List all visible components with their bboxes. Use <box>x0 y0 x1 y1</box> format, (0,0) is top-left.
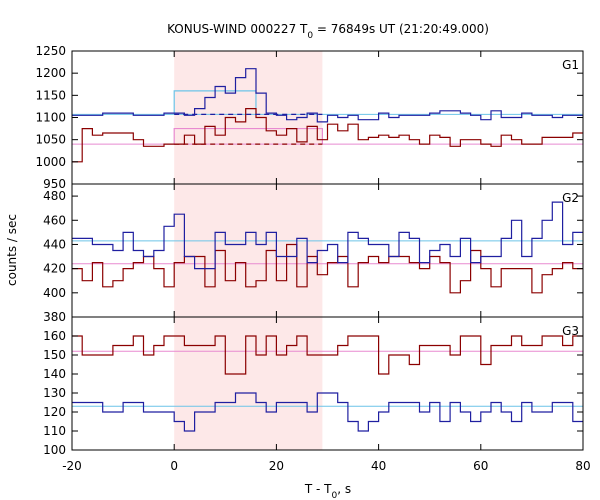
x-tick-label: 0 <box>170 459 178 473</box>
panel-g1-label: G1 <box>562 58 579 72</box>
panel-g2-y-tick-label: 480 <box>43 189 66 203</box>
panel-g3-label: G3 <box>562 324 579 338</box>
panel-g2-label: G2 <box>562 191 579 205</box>
panel-g3-y-tick-label: 110 <box>43 424 66 438</box>
panel-g2-y-tick-label: 420 <box>43 262 66 276</box>
panel-g3-y-tick-label: 100 <box>43 443 66 457</box>
panel-g1-y-tick-label: 1200 <box>35 66 66 80</box>
panel-g3-blue-histogram <box>72 392 583 432</box>
panel-g1-red-histogram <box>72 108 583 163</box>
panel-g1-pink-interval-step <box>173 127 323 145</box>
panel-g1-y-tick-label: 1100 <box>35 111 66 125</box>
x-axis-label: T - T0, s <box>304 482 351 500</box>
panel-g2-red-histogram <box>72 243 583 294</box>
x-tick-label: 20 <box>269 459 284 473</box>
panel-g2-y-tick-label: 400 <box>43 286 66 300</box>
panel-g3-red-histogram <box>72 335 583 375</box>
x-tick-label: 40 <box>371 459 386 473</box>
panel-g3-y-tick-label: 120 <box>43 405 66 419</box>
shaded-interval <box>174 51 323 450</box>
x-tick-label: -20 <box>62 459 82 473</box>
panel-g2-y-tick-label: 460 <box>43 213 66 227</box>
panel-g2-blue-histogram <box>72 201 583 270</box>
panel-g1-y-tick-label: 950 <box>43 177 66 191</box>
panel-g3-y-tick-label: 140 <box>43 367 66 381</box>
x-tick-label: 80 <box>575 459 590 473</box>
panel-g1-y-tick-label: 1050 <box>35 133 66 147</box>
panel-g1-y-tick-label: 1250 <box>35 44 66 58</box>
panel-g1-y-tick-label: 1000 <box>35 155 66 169</box>
panel-g3-frame <box>71 316 584 451</box>
panel-g1-blue-histogram <box>72 68 583 123</box>
chart-title: KONUS-WIND 000227 T0 = 76849s UT (21:20:… <box>167 22 489 41</box>
x-tick-label: 60 <box>473 459 488 473</box>
panel-g1-y-tick-label: 1150 <box>35 88 66 102</box>
panel-g3-y-tick-label: 130 <box>43 386 66 400</box>
panel-g3-y-tick-label: 160 <box>43 329 66 343</box>
panel-g3-y-tick-label: 150 <box>43 348 66 362</box>
panel-g2-y-tick-label: 440 <box>43 237 66 251</box>
panel-g2-y-tick-label: 380 <box>43 310 66 324</box>
y-axis-label: counts / sec <box>5 214 19 286</box>
